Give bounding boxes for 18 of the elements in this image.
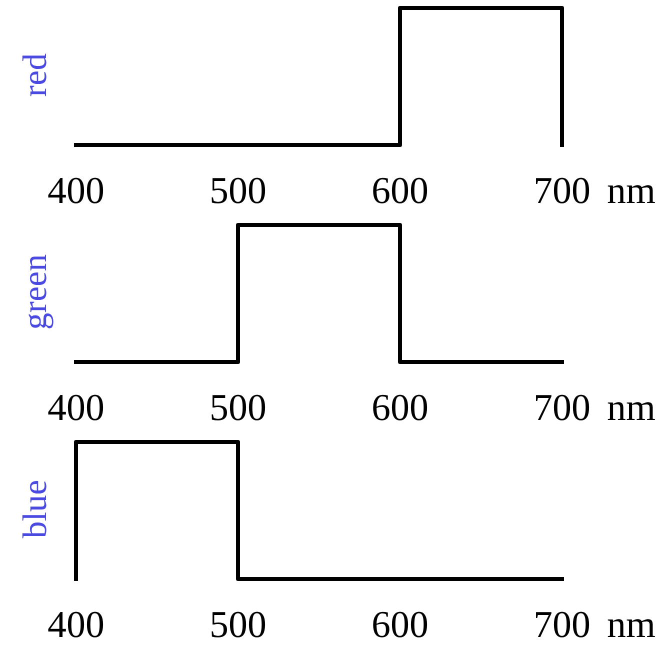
x-tick-label: 700: [534, 604, 590, 645]
x-axis-title: nm: [607, 604, 656, 645]
y-axis-title: green: [17, 254, 54, 330]
x-tick-label: 500: [210, 170, 266, 212]
x-tick-label: 500: [210, 604, 266, 645]
x-tick-label: 400: [48, 604, 104, 645]
y-axis-title: blue: [17, 480, 54, 538]
x-axis-title: nm: [607, 170, 656, 212]
x-tick-label: 400: [48, 170, 104, 212]
x-tick-label: 600: [372, 387, 428, 429]
x-tick-label: 400: [48, 387, 104, 429]
x-tick-label: 600: [372, 604, 428, 645]
y-axis-title: red: [17, 53, 54, 97]
x-tick-label: 700: [534, 170, 590, 212]
x-tick-label: 700: [534, 387, 590, 429]
x-tick-label: 600: [372, 170, 428, 212]
x-axis-title: nm: [607, 387, 656, 429]
x-tick-label: 500: [210, 387, 266, 429]
